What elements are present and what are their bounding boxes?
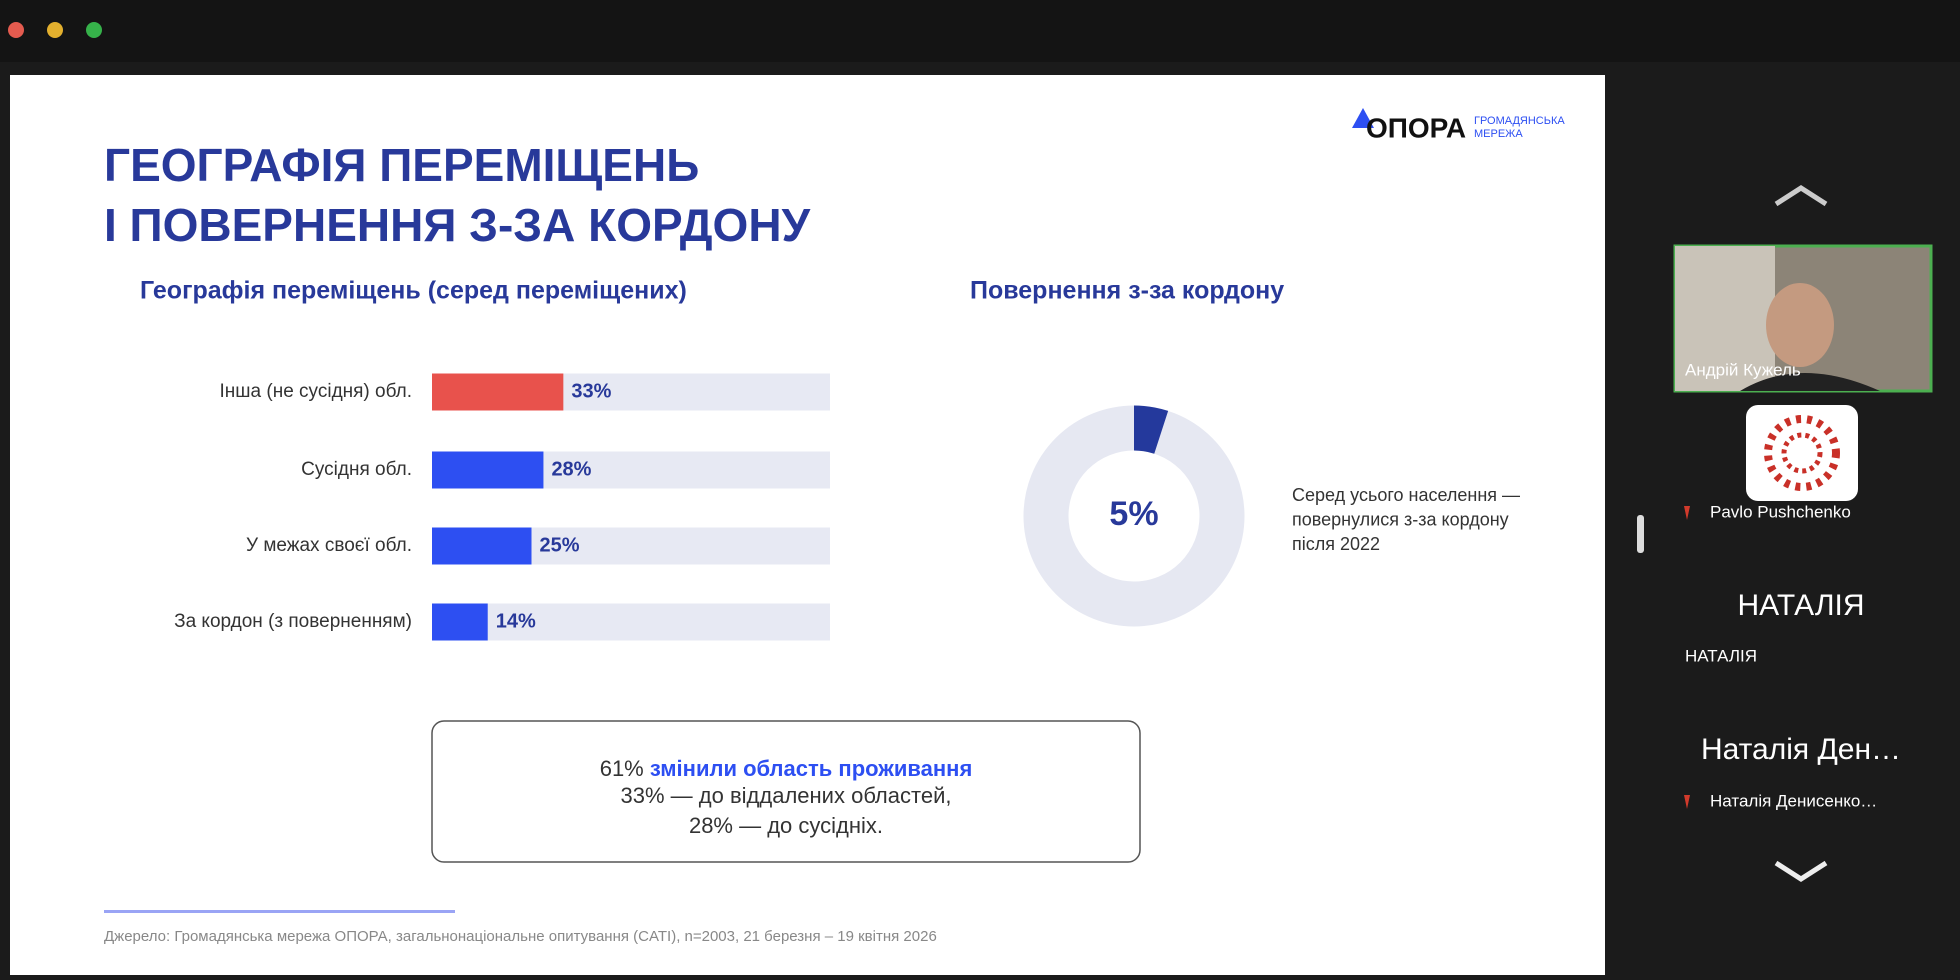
source-rule [104, 910, 455, 913]
participant-name: Андрій Кужель [1685, 360, 1801, 379]
minimize-button[interactable] [47, 22, 63, 38]
participant-display: НАТАЛІЯ [1737, 589, 1864, 622]
chart-title: Географія переміщень (серед переміщених) [140, 277, 687, 305]
category-label: Інша (не сусідня) обл. [220, 381, 412, 402]
mic-muted-icon [1684, 795, 1690, 809]
avatar-pattern [1781, 432, 1823, 474]
source: Джерело: Громадянська мережа ОПОРА, зага… [104, 928, 937, 945]
bar-track [432, 603, 830, 641]
participant-display: Наталія Ден… [1701, 733, 1901, 766]
callout-line: 33% — до віддалених областей, [621, 783, 952, 808]
avatar-pattern [1764, 415, 1840, 491]
zoom-button[interactable] [86, 22, 102, 38]
close-button[interactable] [8, 22, 24, 38]
bar [432, 527, 532, 565]
video-background [1675, 246, 1775, 391]
category-label: У межах своєї обл. [246, 535, 412, 556]
participant-body [1740, 373, 1880, 391]
value-label: 25% [540, 534, 580, 556]
avatar [1746, 405, 1858, 501]
participant-name: Наталія Денисенко… [1710, 791, 1877, 810]
participant-name: НАТАЛІЯ [1685, 646, 1757, 665]
callout-line: 28% — до сусідніх. [689, 813, 883, 838]
callout-box [431, 720, 1141, 863]
mic-muted-icon [1684, 506, 1690, 520]
donut-label: 5% [1109, 495, 1158, 533]
bar [432, 373, 564, 411]
participant-face [1766, 283, 1834, 367]
value-label: 28% [551, 458, 591, 480]
bar [432, 451, 544, 489]
value-label: 14% [496, 610, 536, 632]
callout-highlight: змінили область проживання [650, 756, 972, 781]
bar [432, 603, 488, 641]
callout-lead: 61% [600, 756, 644, 781]
slide-title: ГЕОГРАФІЯ ПЕРЕМІЩЕНЬ [104, 139, 699, 191]
logo-tagline: ГРОМАДЯНСЬКА [1474, 115, 1565, 127]
logo-tagline: МЕРЕЖА [1474, 128, 1523, 140]
logo-mark [1352, 108, 1374, 128]
value-label: 33% [571, 380, 611, 402]
participant-name: Pavlo Pushchenko [1710, 502, 1851, 521]
top-bar [0, 0, 1960, 62]
scroll-down[interactable] [1774, 860, 1828, 882]
annotation: Серед усього населення — [1292, 485, 1520, 505]
slide-title: І ПОВЕРНЕННЯ З-ЗА КОРДОНУ [104, 199, 812, 251]
annotation: повернулися з-за кордону [1292, 509, 1509, 529]
logo: ОПОРА [1366, 112, 1466, 143]
callout-line: 61% змінили область проживання [600, 756, 973, 781]
donut-segment [1133, 405, 1169, 454]
category-label: За кордон (з поверненням) [174, 611, 412, 632]
splitter-handle[interactable] [1637, 515, 1644, 553]
chart-title: Повернення з-за кордону [970, 277, 1284, 305]
scroll-up[interactable] [1774, 185, 1828, 207]
annotation: після 2022 [1292, 534, 1380, 554]
category-label: Сусідня обл. [301, 459, 412, 480]
